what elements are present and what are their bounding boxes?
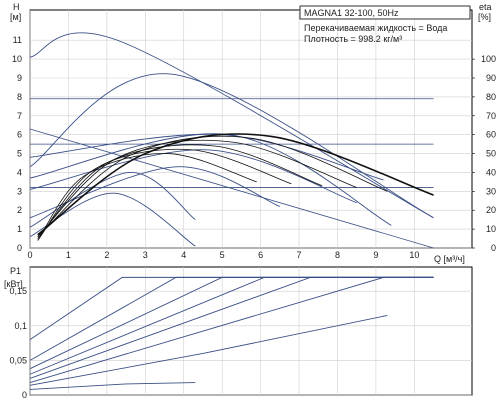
y2-tick-label: 90	[486, 73, 496, 83]
head-grid	[29, 10, 472, 249]
y-tick-label: 6	[17, 130, 22, 140]
head-curve	[29, 32, 434, 219]
model-label: MAGNA1 32-100, 50Hz	[304, 8, 399, 18]
y2-tick-label: 60	[486, 130, 496, 140]
head-axis-label: H	[13, 2, 20, 12]
head-curves-group	[29, 32, 434, 249]
power-y-tick-label: 0	[22, 390, 27, 400]
eta-curve	[37, 135, 388, 237]
y-tick-label: 9	[17, 73, 22, 83]
power-axis-label: P1	[10, 266, 21, 276]
x-tick-label: 5	[220, 250, 225, 260]
x-tick-label: 3	[143, 250, 148, 260]
head-curve	[29, 73, 434, 219]
head-plot-frame	[29, 9, 473, 249]
y-tick-label: 0	[17, 243, 22, 253]
y-tick-label: 5	[17, 149, 22, 159]
power-y-tick-label: 0,05	[9, 355, 27, 365]
eta-curve	[37, 148, 292, 241]
y2-tick-label: 40	[486, 167, 496, 177]
head-axis-unit: [м]	[10, 12, 21, 22]
y-tick-label: 1	[17, 224, 22, 234]
eta-axis-unit: [%]	[478, 12, 491, 22]
head-axis-ticks: 0 1 2 3 4 5 6 7 8 9 100123456789101101020304050607…	[12, 35, 496, 260]
x-tick-label: 10	[409, 250, 419, 260]
y2-tick-label: 100	[481, 54, 496, 64]
x-tick-label: 9	[373, 250, 378, 260]
eta-curve	[37, 133, 434, 236]
eta-curve	[37, 153, 257, 241]
y-tick-label: 3	[17, 186, 22, 196]
eta-curve	[37, 144, 323, 239]
power-plot-frame	[29, 266, 473, 396]
power-y-tick-label: 0,1	[14, 321, 27, 331]
eta-curve	[37, 139, 357, 237]
y2-tick-label: 70	[486, 111, 496, 121]
power-curves-group	[29, 276, 434, 390]
eta-axis-label: eta	[479, 2, 492, 12]
x-tick-label: 8	[335, 250, 340, 260]
power-curve	[29, 382, 196, 390]
y2-tick-label: 30	[486, 186, 496, 196]
y-tick-label: 4	[17, 167, 22, 177]
fluid-label: Перекачиваемая жидкость = Вода	[304, 23, 447, 33]
y-tick-label: 8	[17, 92, 22, 102]
head-curve	[29, 171, 196, 228]
y2-tick-label: 0	[491, 243, 496, 253]
y-tick-label: 10	[12, 54, 22, 64]
flow-axis-label: Q [м³/ч]	[434, 254, 465, 264]
y2-tick-label: 20	[486, 205, 496, 215]
power-y-tick-label: 0,15	[9, 286, 27, 296]
power-curve	[29, 276, 434, 341]
power-curve	[29, 314, 388, 386]
power-grid	[29, 267, 472, 396]
power-axis-unit: [кВт]	[4, 279, 23, 289]
power-curve	[29, 276, 434, 379]
x-tick-label: 4	[181, 250, 186, 260]
y2-tick-label: 80	[486, 92, 496, 102]
info-box	[299, 5, 471, 20]
density-label: Плотность = 998.2 кг/м³	[304, 34, 402, 44]
x-tick-label: 1	[66, 250, 71, 260]
x-tick-label: 2	[104, 250, 109, 260]
y-tick-label: 2	[17, 205, 22, 215]
y2-tick-label: 10	[486, 224, 496, 234]
x-tick-label: 0	[27, 250, 32, 260]
head-curve	[29, 149, 357, 204]
y-tick-label: 7	[17, 111, 22, 121]
y-tick-label: 11	[13, 35, 22, 45]
x-tick-label: 6	[258, 250, 263, 260]
y2-tick-label: 50	[486, 149, 496, 159]
x-tick-label: 7	[297, 250, 302, 260]
power-axis-ticks: 0 0,05 0,1 0,15	[9, 286, 27, 400]
power-curve	[29, 276, 434, 383]
limit-line	[29, 128, 434, 249]
